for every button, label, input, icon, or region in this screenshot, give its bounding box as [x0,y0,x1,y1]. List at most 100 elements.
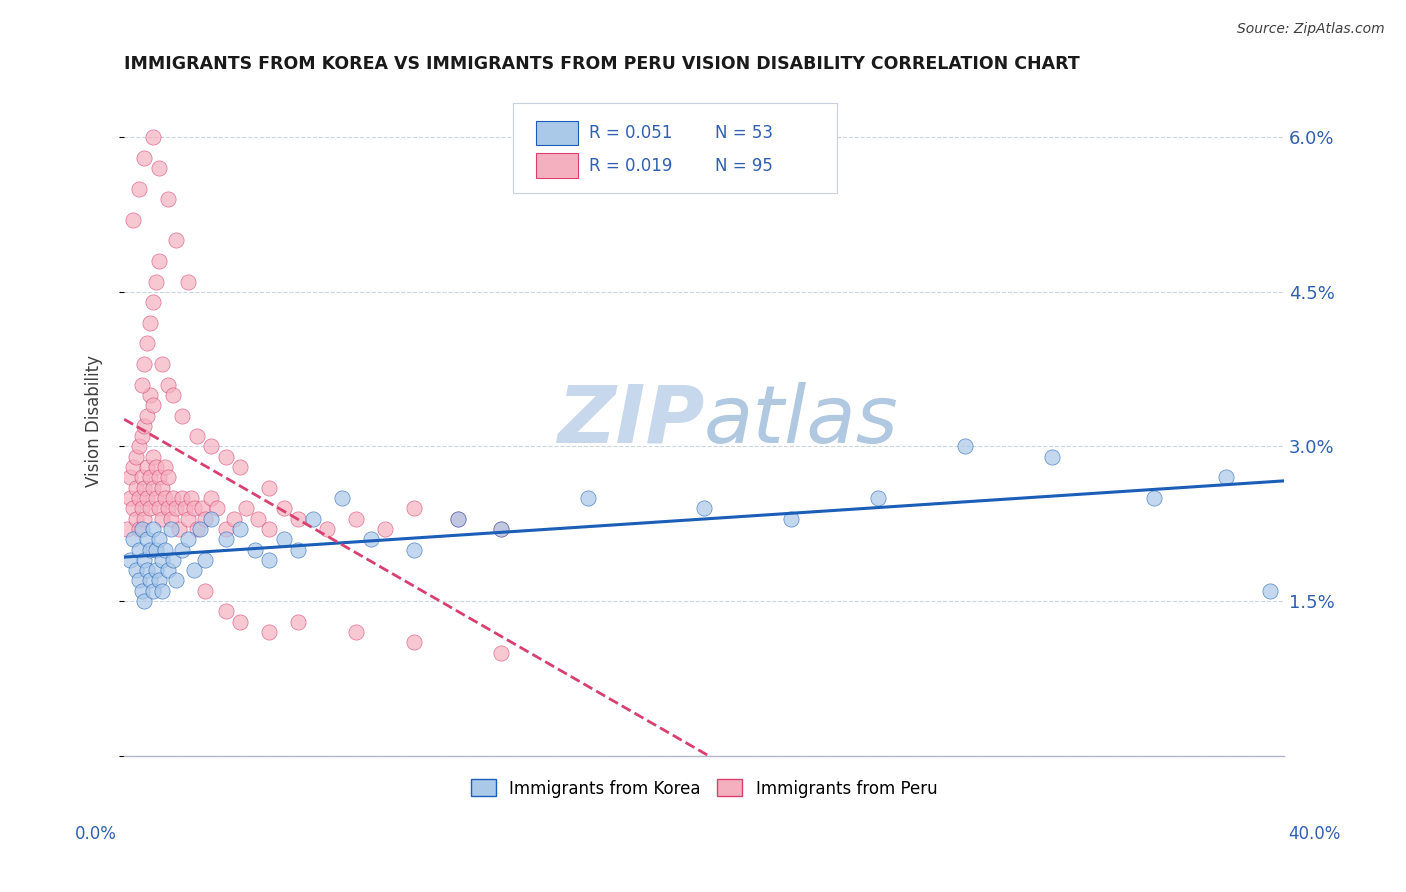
Point [148,470,170,484]
Point [214,450,236,464]
Point [118,470,141,484]
Point [194,553,217,567]
Point [121,212,143,227]
Point [214,522,236,536]
Point [301,511,323,525]
Point [186,429,208,443]
Point [273,532,295,546]
Point [139,388,162,402]
Point [229,522,252,536]
Point [205,501,228,516]
Point [156,470,179,484]
Point [1215,470,1237,484]
Point [180,491,202,505]
Point [177,511,200,525]
Point [150,553,173,567]
Point [162,491,184,505]
Point [136,409,159,423]
Point [159,522,181,536]
Point [139,470,162,484]
Point [136,532,159,546]
Point [118,491,141,505]
Point [287,542,309,557]
Point [142,130,165,145]
Point [229,615,252,629]
Point [174,501,197,516]
Point [188,522,211,536]
Point [156,501,179,516]
Point [134,481,156,495]
Point [139,574,162,588]
Point [167,522,190,536]
Point [139,542,162,557]
Point [344,624,367,639]
Point [162,553,184,567]
Point [128,522,150,536]
Point [780,511,803,525]
Point [125,563,148,577]
Point [446,511,468,525]
Point [136,336,159,351]
FancyBboxPatch shape [536,153,578,178]
Point [404,501,426,516]
Point [148,501,170,516]
Point [404,635,426,649]
Text: 0.0%: 0.0% [75,825,117,843]
Text: R = 0.019: R = 0.019 [589,156,672,175]
Point [344,511,367,525]
Point [115,522,138,536]
Point [145,460,167,475]
Point [1040,450,1063,464]
Point [128,182,150,196]
Point [125,511,148,525]
Point [172,542,194,557]
Point [489,522,512,536]
Point [121,501,143,516]
Point [287,615,309,629]
Point [145,563,167,577]
Point [177,275,200,289]
Point [131,522,153,536]
Point [145,275,167,289]
Point [257,481,280,495]
Point [194,511,217,525]
Point [142,481,165,495]
Text: N = 53: N = 53 [714,124,772,143]
Point [145,491,167,505]
Point [200,511,222,525]
Point [165,574,187,588]
Point [194,583,217,598]
Point [404,542,426,557]
Point [953,440,976,454]
Text: atlas: atlas [704,382,898,459]
Point [489,522,512,536]
Point [200,440,222,454]
Point [131,470,153,484]
Point [257,553,280,567]
Point [142,522,165,536]
Point [172,491,194,505]
Point [145,542,167,557]
Point [165,233,187,247]
Point [128,440,150,454]
Point [186,522,208,536]
Point [1258,583,1281,598]
Point [150,357,173,371]
Point [139,501,162,516]
Point [243,542,266,557]
Point [136,491,159,505]
Point [136,563,159,577]
Point [183,563,205,577]
Text: Source: ZipAtlas.com: Source: ZipAtlas.com [1237,22,1385,37]
Point [156,377,179,392]
Point [1142,491,1164,505]
Point [128,574,150,588]
Text: R = 0.051: R = 0.051 [589,124,672,143]
Legend: Immigrants from Korea, Immigrants from Peru: Immigrants from Korea, Immigrants from P… [464,772,943,805]
Point [273,501,295,516]
Point [142,398,165,412]
Text: 40.0%: 40.0% [1288,825,1341,843]
Point [183,501,205,516]
Point [153,491,176,505]
Point [131,501,153,516]
